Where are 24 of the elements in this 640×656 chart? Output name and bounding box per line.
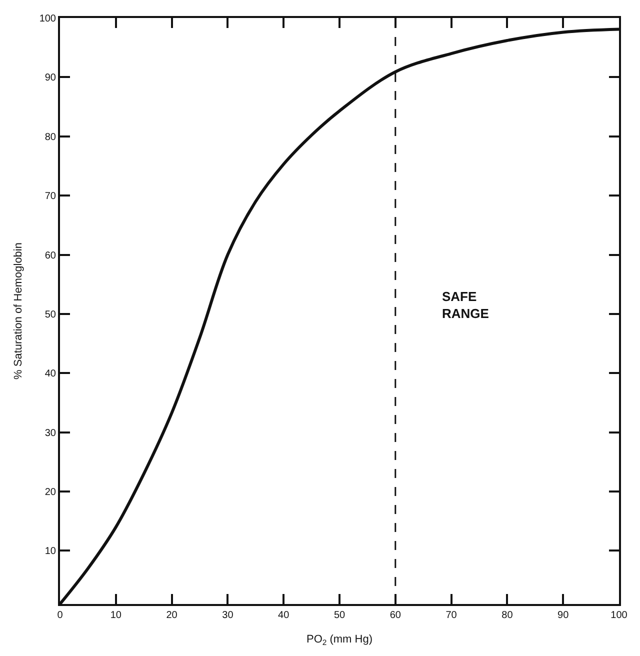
y-tick-label: 70 <box>44 191 56 202</box>
y-tick-label: 60 <box>44 250 56 262</box>
y-tick-label: 10 <box>44 546 56 558</box>
y-tick-label: 20 <box>44 487 56 498</box>
x-tick-label: 90 <box>558 610 570 621</box>
x-tick-label: 50 <box>334 610 346 621</box>
y-tick-label: 40 <box>44 368 56 380</box>
y-tick-label: 100 <box>39 14 56 24</box>
y-tick-label: 80 <box>44 132 56 143</box>
y-tick-label: 30 <box>44 428 56 439</box>
y-tick-label: 50 <box>44 309 56 320</box>
x-tick-label: 80 <box>502 610 514 621</box>
annotation: SAFE RANGE <box>442 289 490 321</box>
x-tick-label: 0 <box>57 610 64 621</box>
x-tick-label: 60 <box>390 610 402 621</box>
x-tick-label: 10 <box>110 610 122 621</box>
x-tick-label: 100 <box>610 610 628 621</box>
x-tick-label: 40 <box>278 610 290 621</box>
x-axis-title: PO$_{2}$ (mm Hg) <box>306 634 373 648</box>
x-tick-label: 20 <box>166 610 178 621</box>
x-tick-label: 30 <box>222 610 234 621</box>
y-axis-title: % Saturation of Hemoglobin <box>12 242 24 380</box>
y-tick-label: 90 <box>44 72 56 84</box>
x-tick-label: 70 <box>446 610 458 621</box>
